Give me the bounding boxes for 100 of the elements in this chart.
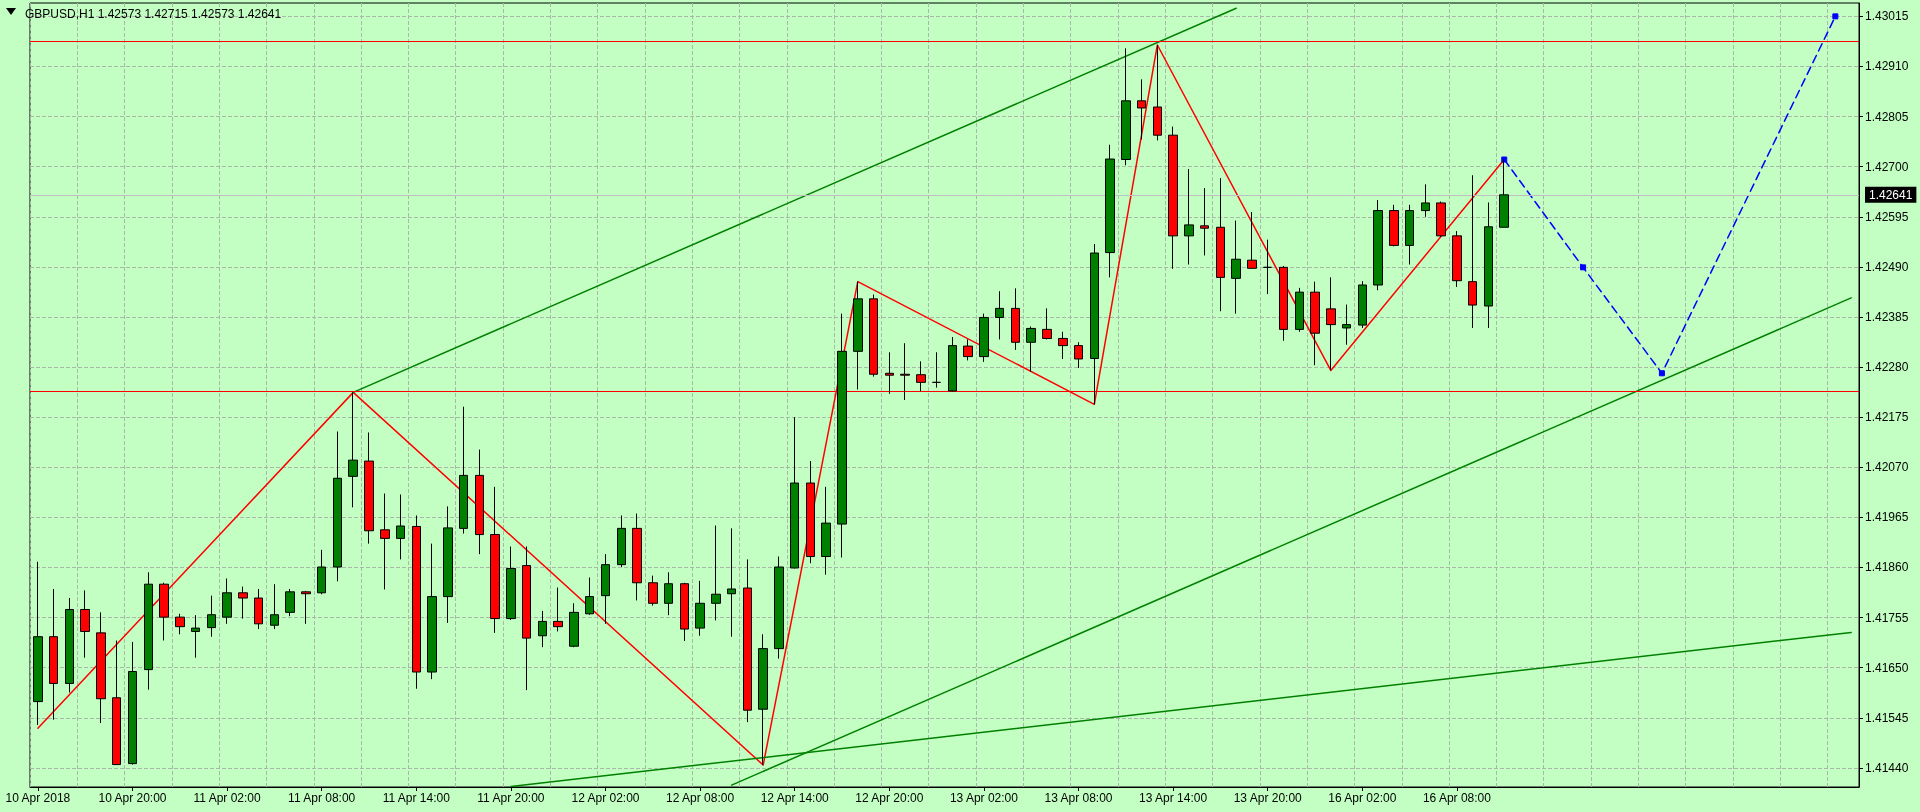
chart-title: GBPUSD,H1 1.42573 1.42715 1.42573 1.42641 (25, 7, 282, 21)
candlestick (1247, 211, 1257, 270)
candlestick (1200, 187, 1209, 256)
y-tick-label: 1.42280 (1865, 360, 1909, 375)
point (1658, 370, 1665, 377)
candlestick (159, 582, 169, 642)
candlestick (1389, 204, 1399, 247)
candlestick (1310, 281, 1320, 366)
candlestick (285, 588, 295, 617)
x-tick-label: 16 Apr 08:00 (1422, 791, 1492, 805)
candlestick (711, 525, 721, 621)
y-tick-label: 1.41545 (1865, 710, 1909, 725)
y-tick-label: 1.41860 (1865, 560, 1909, 575)
candlestick (270, 583, 279, 630)
point (1580, 264, 1587, 271)
x-tick-label: 11 Apr 02:00 (193, 791, 261, 805)
candlestick (963, 338, 973, 361)
candlestick (1436, 201, 1446, 238)
candlestick (806, 460, 815, 564)
candlestick (1090, 243, 1099, 405)
candlestick (743, 558, 752, 723)
candlestick (1058, 331, 1068, 360)
candlestick (648, 575, 658, 607)
candlestick (1011, 287, 1020, 351)
candlestick (1042, 307, 1052, 340)
y-tick-label: 1.42070 (1865, 460, 1909, 475)
candlestick (1484, 201, 1493, 329)
y-tick-label: 1.42700 (1865, 159, 1909, 174)
ref-line-label: 1.42641 (1869, 187, 1913, 202)
x-tick-label: 13 Apr 02:00 (949, 791, 1019, 805)
candlestick (948, 336, 957, 392)
candlestick (222, 577, 232, 625)
candlestick (1405, 204, 1414, 265)
candlestick (459, 406, 468, 535)
y-tick-label: 1.43015 (1865, 9, 1909, 24)
y-tick-label: 1.42490 (1865, 259, 1909, 274)
candlestick (1295, 287, 1304, 333)
x-tick-label: 11 Apr 14:00 (382, 791, 451, 805)
candlestick (1216, 177, 1225, 312)
y-tick-label: 1.41755 (1865, 610, 1909, 625)
candlestick (727, 527, 736, 638)
point (1501, 156, 1508, 163)
x-tick-label: 12 Apr 08:00 (666, 791, 735, 805)
candlestick (1263, 239, 1272, 295)
candlestick (144, 571, 153, 691)
x-tick-label: 10 Apr 2018 (5, 791, 71, 805)
candlestick (1026, 326, 1036, 373)
candlestick (1184, 168, 1194, 265)
candlestick (617, 514, 626, 568)
candlestick (1231, 220, 1241, 315)
candlestick (380, 493, 390, 590)
x-tick-label: 13 Apr 08:00 (1044, 791, 1113, 805)
candlestick (506, 546, 516, 621)
x-tick-label: 12 Apr 02:00 (571, 791, 640, 805)
y-tick-label: 1.41965 (1865, 510, 1909, 525)
y-tick-label: 1.41650 (1865, 660, 1909, 675)
y-tick-label: 1.42595 (1865, 209, 1909, 224)
candlestick (853, 281, 863, 391)
x-tick-label: 12 Apr 14:00 (760, 791, 830, 805)
candlestick (333, 431, 342, 582)
candlestick (317, 549, 326, 595)
y-tick-label: 1.42910 (1865, 59, 1909, 74)
candlestick (601, 553, 610, 625)
candlestick (664, 571, 673, 616)
x-tick-label: 10 Apr 20:00 (98, 791, 167, 805)
x-tick-label: 11 Apr 08:00 (288, 791, 356, 805)
candlestick (821, 486, 831, 576)
candlestick (427, 543, 437, 680)
candlestick (1168, 126, 1178, 270)
candlestick (680, 582, 689, 642)
candlestick (490, 486, 500, 634)
candlestick (80, 589, 90, 659)
x-tick-label: 16 Apr 02:00 (1328, 791, 1397, 805)
candlestick (1358, 280, 1367, 329)
candlestick (1074, 341, 1083, 369)
y-tick-label: 1.41440 (1865, 760, 1909, 775)
candlestick (979, 313, 989, 363)
candlestick (238, 586, 248, 620)
candlestick (301, 590, 311, 625)
candlestick (995, 290, 1004, 340)
candlestick (1121, 47, 1131, 166)
candlestick (396, 493, 405, 560)
candlestick (569, 602, 579, 648)
candlestick (443, 505, 453, 624)
candlestick (585, 577, 594, 616)
x-tick-label: 11 Apr 20:00 (477, 791, 545, 805)
candlestick (1105, 144, 1115, 278)
candlestick (553, 587, 563, 632)
x-tick-label: 13 Apr 20:00 (1233, 791, 1303, 805)
candlestick (65, 597, 74, 694)
candlestick (175, 613, 185, 635)
candlestick (1421, 183, 1430, 218)
candlestick (932, 351, 941, 389)
candlestick (837, 313, 847, 558)
candlestick (1452, 230, 1462, 288)
candlestick (254, 588, 263, 630)
candlestick (191, 614, 200, 659)
candlestick (412, 514, 421, 690)
candlestick (33, 561, 43, 726)
candlestick (1499, 159, 1509, 228)
